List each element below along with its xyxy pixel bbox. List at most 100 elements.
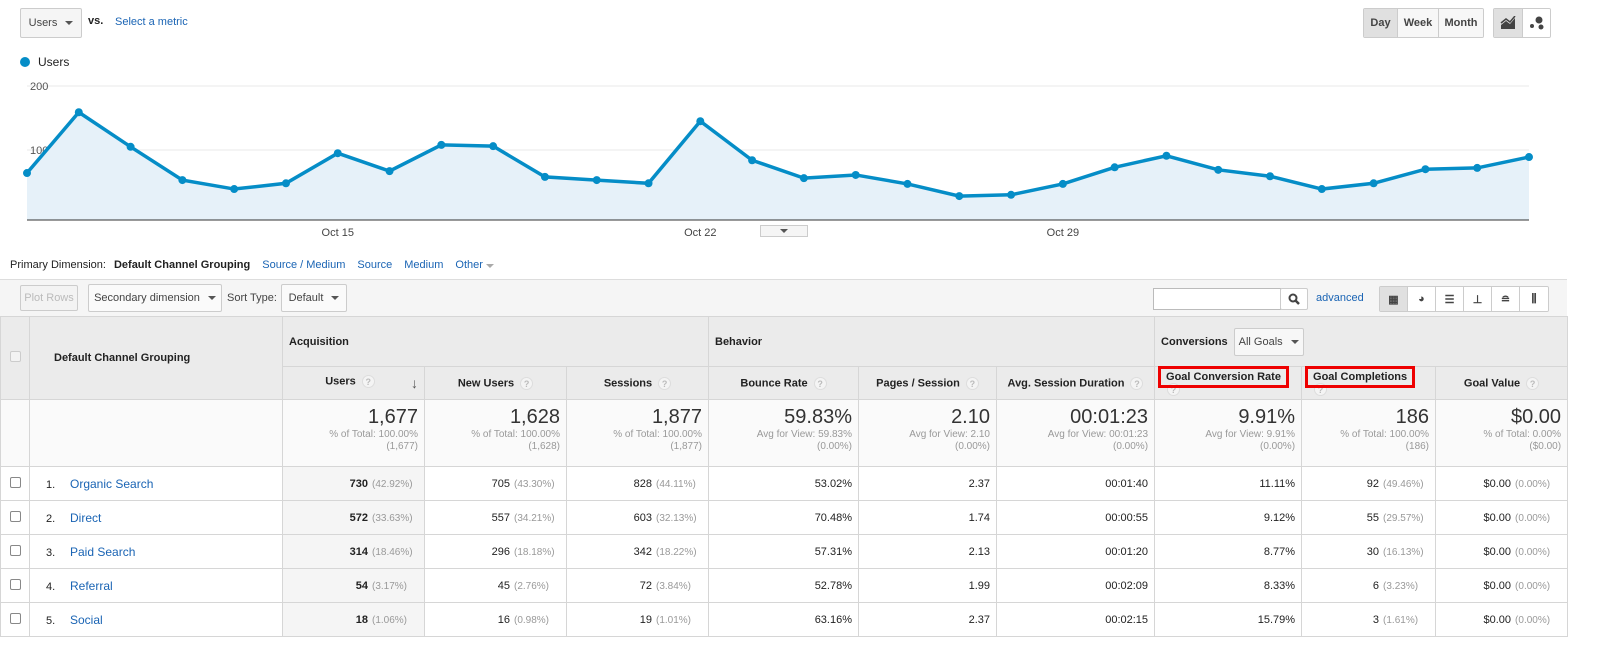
performance-view-icon[interactable]: ☰ bbox=[1436, 287, 1464, 311]
dimension-medium[interactable]: Medium bbox=[404, 259, 444, 271]
chart-type-selector bbox=[1493, 8, 1551, 38]
column-header-new-users[interactable]: New Users? bbox=[424, 366, 567, 400]
column-header-pages-per-session[interactable]: Pages / Session? bbox=[858, 366, 997, 400]
column-header-sessions[interactable]: Sessions? bbox=[566, 366, 709, 400]
cell-percent: (49.46%) bbox=[1383, 478, 1424, 490]
sort-type-dropdown[interactable]: Default bbox=[281, 284, 347, 312]
dimension-other[interactable]: Other bbox=[455, 259, 494, 271]
data-point bbox=[1317, 185, 1326, 194]
channel-link[interactable]: Referral bbox=[70, 578, 113, 593]
chart-resize-handle[interactable] bbox=[760, 225, 808, 237]
help-icon[interactable]: ? bbox=[1526, 376, 1540, 390]
cell-bounce: 53.02% bbox=[708, 466, 859, 501]
cell-percent: (0.00%) bbox=[1515, 614, 1551, 626]
help-icon[interactable]: ? bbox=[658, 376, 672, 390]
data-point bbox=[126, 142, 135, 151]
goal-selector-dropdown[interactable]: All Goals bbox=[1233, 327, 1304, 356]
dimension-source[interactable]: Source bbox=[357, 259, 393, 271]
cell-value: 19 bbox=[639, 613, 652, 626]
line-chart-icon[interactable] bbox=[1494, 9, 1523, 37]
metric-dropdown[interactable]: Users bbox=[20, 8, 82, 38]
chevron-down-icon bbox=[207, 296, 216, 300]
row-checkbox[interactable] bbox=[9, 544, 21, 556]
data-point bbox=[903, 179, 912, 188]
cell-percent: (3.84%) bbox=[656, 580, 692, 592]
total-sub2: (1,877) bbox=[670, 441, 702, 452]
sort-arrow-down-icon[interactable]: ↓ bbox=[411, 375, 418, 391]
table-view-grid-icon[interactable]: ▦ bbox=[1380, 287, 1408, 311]
cell-gc: 30 (16.13%) bbox=[1301, 534, 1437, 569]
help-icon[interactable]: ? bbox=[1130, 376, 1144, 390]
table-view-selector: ▦ ◕ ☰ ⊥ ≘ ⫼ bbox=[1379, 286, 1549, 312]
data-point bbox=[281, 179, 290, 188]
data-point bbox=[1421, 165, 1430, 174]
cell-value: 45 bbox=[497, 579, 510, 592]
secondary-dimension-dropdown[interactable]: Secondary dimension bbox=[88, 284, 222, 312]
cell-sess: 828 (44.11%) bbox=[566, 466, 709, 501]
search-icon[interactable] bbox=[1280, 288, 1308, 310]
channel-link[interactable]: Organic Search bbox=[70, 476, 154, 491]
column-header-goal-completions[interactable]: Goal Completions? bbox=[1301, 365, 1437, 400]
row-checkbox[interactable] bbox=[9, 476, 21, 488]
comparison-view-icon[interactable]: ⊥ bbox=[1464, 287, 1492, 311]
x-tick-label: Oct 29 bbox=[1047, 227, 1079, 239]
cell-percent: (1.01%) bbox=[656, 614, 692, 626]
table-search-input[interactable] bbox=[1153, 288, 1281, 310]
column-header-users[interactable]: Users? ↓ bbox=[282, 366, 425, 400]
help-icon[interactable]: ? bbox=[965, 376, 979, 390]
period-week-button[interactable]: Week bbox=[1398, 9, 1439, 37]
total-sub2: (0.00%) bbox=[954, 441, 990, 452]
data-point bbox=[1525, 153, 1533, 162]
cell-value: 00:01:40 bbox=[1105, 477, 1149, 490]
help-icon[interactable]: ? bbox=[1167, 382, 1181, 396]
table-row: 5. Social 18 (1.06%) 16 (0.98%) 19 (1.01%) 63.16… bbox=[0, 602, 1569, 637]
period-month-button[interactable]: Month bbox=[1439, 9, 1483, 37]
help-icon[interactable]: ? bbox=[1314, 382, 1328, 396]
cell-gc: 92 (49.46%) bbox=[1301, 466, 1437, 501]
cell-pps: 2.37 bbox=[858, 466, 997, 501]
column-header-avg-session-duration[interactable]: Avg. Session Duration? bbox=[995, 366, 1156, 400]
row-checkbox[interactable] bbox=[9, 510, 21, 522]
cell-percent: (29.57%) bbox=[1383, 512, 1424, 524]
channel-link[interactable]: Direct bbox=[70, 510, 102, 525]
help-icon[interactable]: ? bbox=[813, 376, 827, 390]
row-checkbox[interactable] bbox=[9, 612, 21, 624]
pie-view-icon[interactable]: ◕ bbox=[1408, 287, 1436, 311]
cell-pps: 1.74 bbox=[858, 500, 997, 535]
help-icon[interactable]: ? bbox=[520, 376, 534, 390]
advanced-filter-link[interactable]: advanced bbox=[1316, 292, 1364, 304]
column-label: Avg. Session Duration bbox=[1007, 376, 1125, 389]
cell-value: 8.77% bbox=[1263, 545, 1296, 558]
help-icon[interactable]: ? bbox=[361, 375, 375, 388]
row-checkbox[interactable] bbox=[9, 578, 21, 590]
period-day-button[interactable]: Day bbox=[1364, 9, 1398, 37]
dimension-header[interactable]: Default Channel Grouping bbox=[29, 316, 283, 400]
cell-percent: (18.46%) bbox=[372, 546, 413, 558]
plot-rows-button[interactable]: Plot Rows bbox=[20, 285, 78, 311]
area-fill bbox=[27, 112, 1529, 220]
cell-gcr: 8.33% bbox=[1154, 568, 1303, 603]
channel-link[interactable]: Paid Search bbox=[70, 544, 136, 559]
cell-percent: (0.00%) bbox=[1515, 580, 1551, 592]
channel-link[interactable]: Social bbox=[70, 612, 103, 627]
select-metric-link[interactable]: Select a metric bbox=[115, 16, 188, 28]
x-tick-label: Oct 15 bbox=[322, 227, 354, 239]
cell-value: 2.37 bbox=[968, 477, 990, 490]
select-all-checkbox[interactable] bbox=[9, 351, 21, 362]
row-select-cell bbox=[0, 602, 30, 637]
term-cloud-view-icon[interactable]: ≘ bbox=[1492, 287, 1520, 311]
sort-type-label: Sort Type: bbox=[227, 292, 277, 304]
cell-new: 45 (2.76%) bbox=[424, 568, 567, 603]
motion-chart-icon[interactable] bbox=[1523, 9, 1550, 37]
data-point bbox=[592, 176, 601, 185]
dimension-source-medium[interactable]: Source / Medium bbox=[262, 259, 346, 271]
column-header-goal-value[interactable]: Goal Value? bbox=[1435, 366, 1569, 400]
legend-dot-icon bbox=[20, 57, 30, 67]
pivot-view-icon[interactable]: ⫼ bbox=[1520, 287, 1548, 311]
secondary-dimension-label: Secondary dimension bbox=[94, 292, 200, 304]
column-header-goal-conversion-rate[interactable]: Goal Conversion Rate? bbox=[1154, 365, 1303, 400]
cell-sess: 72 (3.84%) bbox=[566, 568, 709, 603]
data-point bbox=[696, 117, 705, 126]
column-header-bounce-rate[interactable]: Bounce Rate? bbox=[708, 366, 859, 400]
data-point bbox=[1214, 165, 1223, 174]
